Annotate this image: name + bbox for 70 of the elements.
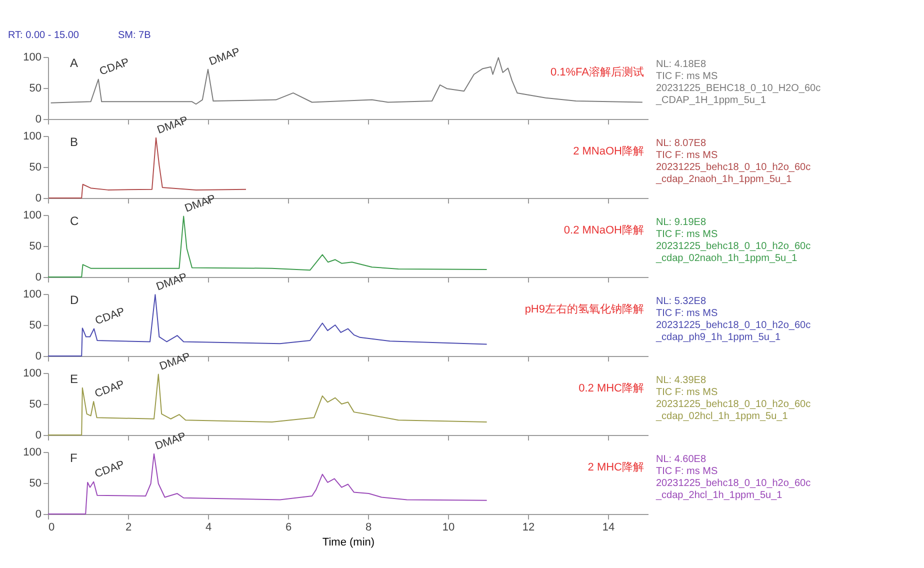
x-tick-label: 14 (602, 522, 615, 534)
x-tick-label: 10 (442, 522, 455, 534)
y-tick-label: 100 (23, 52, 42, 64)
text: NL: 5.32E8 (656, 296, 706, 307)
y-tick-label: 0 (35, 272, 42, 284)
annotation: DMAP (154, 430, 188, 452)
annotation: A (70, 56, 78, 70)
annotation: CDAP (93, 458, 126, 480)
y-tick-label: 0 (35, 192, 42, 204)
text: 20231225_behc18_0_10_h2o_60c_cdap_ph9_1h_1ppm_5u_1 (655, 320, 811, 343)
annotation: 0.1%FA溶解后测试 (550, 66, 644, 78)
text: NL: 9.19E8 (656, 217, 706, 228)
text: TIC F: ms MS (656, 229, 718, 240)
x-tick-label: 0 (48, 522, 55, 534)
text: 20231225_behc18_0_10_h2o_60c_cdap_2hcl_1h_1ppm_5u_1 (655, 478, 811, 501)
text: 20231225_behc18_0_10_h2o_60c_cdap_2naoh_1h_1ppm_5u_1 (655, 162, 811, 185)
y-tick-label: 50 (29, 478, 42, 490)
x-tick-label: 4 (205, 522, 212, 534)
text: TIC F: ms MS (656, 308, 718, 319)
annotation: C (70, 214, 79, 228)
x-tick-label: 2 (125, 522, 132, 534)
text: 20231225_behc18_0_10_h2o_60c_cdap_02naoh_1h_1ppm_5u_1 (655, 241, 811, 264)
annotation: DMAP (154, 271, 189, 294)
y-tick-label: 100 (23, 288, 42, 300)
annotation: 0.2 MHC降解 (578, 382, 644, 394)
y-tick-label: 0 (35, 350, 42, 362)
annotation: E (70, 372, 78, 386)
y-tick-label: 100 (23, 446, 42, 458)
annotation: 2 MHC降解 (588, 462, 644, 474)
x-tick-label: 8 (365, 522, 372, 534)
x-tick-label: 6 (285, 522, 292, 534)
text: TIC F: ms MS (656, 387, 718, 398)
text: TIC F: ms MS (656, 466, 718, 477)
annotation: 0.2 MNaOH降解 (564, 224, 644, 236)
y-tick-label: 50 (29, 162, 42, 174)
line-series (48, 453, 488, 514)
annotation: CDAP (98, 56, 131, 78)
text: NL: 8.07E8 (656, 138, 706, 149)
annotation: DMAP (158, 350, 192, 373)
annotation: 2 MNaOH降解 (573, 146, 644, 158)
x-axis-title: Time (min) (322, 536, 375, 548)
annotation: CDAP (94, 306, 126, 328)
text: TIC F: ms MS (656, 150, 718, 161)
y-tick-label: 50 (29, 320, 42, 332)
annotation: B (70, 135, 78, 150)
text: 20231225_BEHC18_0_10_H2O_60c_CDAP_1H_1ppm_5u_1 (655, 83, 821, 106)
text: TIC F: ms MS (656, 71, 718, 82)
annotation: F (70, 451, 78, 466)
y-tick-label: 0 (35, 114, 42, 126)
text: 20231225_behc18_0_10_h2o_60c_cdap_02hcl_1h_1ppm_5u_1 (655, 399, 811, 422)
y-tick-label: 50 (29, 82, 42, 94)
y-tick-label: 50 (29, 398, 42, 410)
y-tick-label: 100 (23, 368, 42, 380)
text: NL: 4.18E8 (656, 59, 706, 70)
y-tick-label: 0 (35, 508, 42, 520)
y-tick-label: 100 (23, 130, 42, 142)
annotation: DMAP (156, 114, 190, 136)
text: NL: 4.60E8 (656, 454, 706, 465)
annotation: DMAP (183, 192, 218, 215)
y-tick-label: 50 (29, 240, 42, 252)
x-tick-label: 12 (522, 522, 535, 534)
annotation: D (70, 293, 79, 308)
chart-subtitle: SM: 7B (118, 30, 152, 41)
text: NL: 4.39E8 (656, 375, 706, 386)
chart-title: RT: 0.00 - 15.00 (8, 30, 80, 41)
y-tick-label: 100 (23, 210, 42, 222)
y-tick-label: 0 (35, 430, 42, 442)
annotation: CDAP (93, 378, 126, 400)
annotation: DMAP (208, 46, 242, 68)
annotation: pH9左右的氢氧化钠降解 (524, 304, 644, 316)
